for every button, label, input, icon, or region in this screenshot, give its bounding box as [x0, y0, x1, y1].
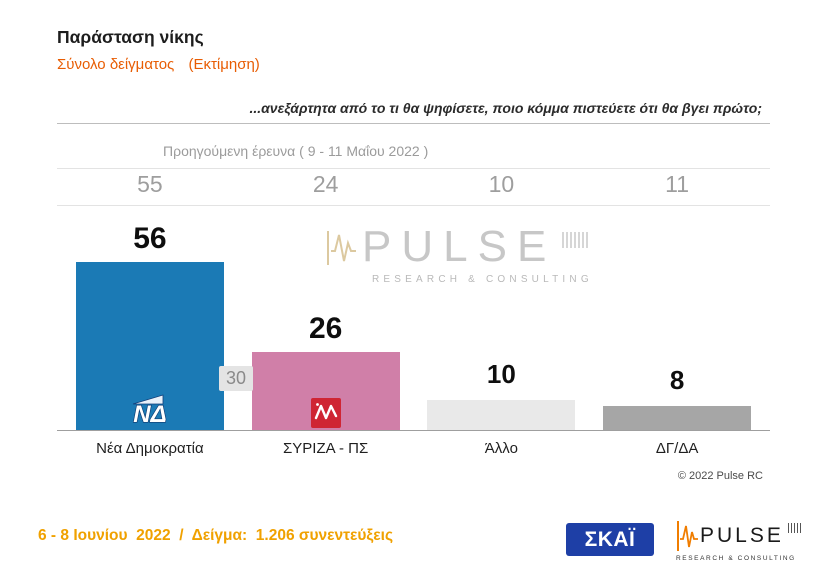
- bar-group-syriza: 26: [238, 312, 414, 430]
- watermark-barcode: [562, 232, 591, 248]
- survey-question: ...ανεξάρτητα από το τι θα ψηφίσετε, ποι…: [249, 100, 762, 116]
- previous-survey-label: Προηγούμενη έρευνα ( 9 - 11 Μαΐου 2022 ): [163, 143, 429, 159]
- nd-logo-text: ΝΔ: [133, 401, 166, 428]
- gridline: [57, 205, 770, 206]
- bar-value-syriza: 26: [308, 312, 343, 345]
- pulse-logo: PULSE RESEARCH & CONSULTING: [676, 518, 808, 561]
- page-subtitle: Σύνολο δείγματος (Εκτίμηση): [57, 56, 260, 73]
- bar-value-other: 10: [486, 359, 516, 389]
- watermark-brand: PULSE: [362, 222, 557, 271]
- page-title: Παράσταση νίκης: [57, 27, 204, 47]
- lead-gap-badge: 30: [219, 366, 254, 391]
- pulse-watermark: PULSE RESEARCH & CONSULTING: [326, 222, 593, 285]
- category-labels: Νέα Δημοκρατία ΣΥΡΙΖΑ - ΠΣ Άλλο ΔΓ/ΔΑ: [62, 440, 765, 457]
- previous-value-nd: 55: [137, 171, 163, 197]
- skai-logo-text: ΣΚΑΪ: [584, 527, 636, 551]
- bar-group-nd: 56 ΝΔ: [62, 222, 238, 430]
- skai-logo: ΣΚΑΪ: [566, 523, 654, 556]
- fieldwork-info: 6 - 8 Ιουνίου 2022 / Δείγμα: 1.206 συνεν…: [38, 527, 394, 544]
- previous-value-dkna: 11: [665, 171, 690, 197]
- bar-group-dkna: 8: [589, 365, 765, 430]
- gridline: [57, 168, 770, 169]
- bar-chart: 56 ΝΔ 26 10 8: [62, 210, 765, 430]
- previous-value-other: 10: [488, 171, 515, 197]
- bar-value-dkna: 8: [669, 365, 685, 395]
- subtitle-estimate-note: (Εκτίμηση): [188, 56, 260, 73]
- previous-survey-values: 55 24 10 11: [62, 171, 765, 198]
- bar-value-nd: 56: [133, 222, 167, 255]
- pulse-barcode: [787, 523, 802, 533]
- bar-syriza: [251, 352, 400, 430]
- category-label-syriza: ΣΥΡΙΖΑ - ΠΣ: [283, 440, 369, 457]
- nd-party-logo: ΝΔ: [132, 394, 167, 428]
- chart-baseline: [57, 430, 770, 431]
- pulse-waveform-icon: [327, 231, 356, 265]
- syriza-party-logo: [310, 398, 341, 428]
- bar-nd: ΝΔ: [75, 262, 224, 430]
- bar-group-other: 10: [414, 359, 590, 430]
- category-label-nd: Νέα Δημοκρατία: [96, 440, 204, 457]
- watermark-tagline: RESEARCH & CONSULTING: [372, 274, 593, 285]
- category-label-dkna: ΔΓ/ΔΑ: [655, 440, 699, 457]
- pulse-logo-tagline: RESEARCH & CONSULTING: [676, 555, 796, 561]
- bar-dkna: [603, 406, 752, 430]
- divider-line: [57, 123, 770, 124]
- subtitle-sample: Σύνολο δείγματος: [57, 56, 175, 73]
- bar-other: [427, 400, 576, 430]
- copyright-note: © 2022 Pulse RC: [677, 470, 763, 482]
- previous-value-syriza: 24: [312, 171, 339, 197]
- pulse-waveform-icon: [677, 521, 698, 551]
- category-label-other: Άλλο: [484, 440, 518, 457]
- pulse-logo-text: PULSE: [700, 524, 784, 547]
